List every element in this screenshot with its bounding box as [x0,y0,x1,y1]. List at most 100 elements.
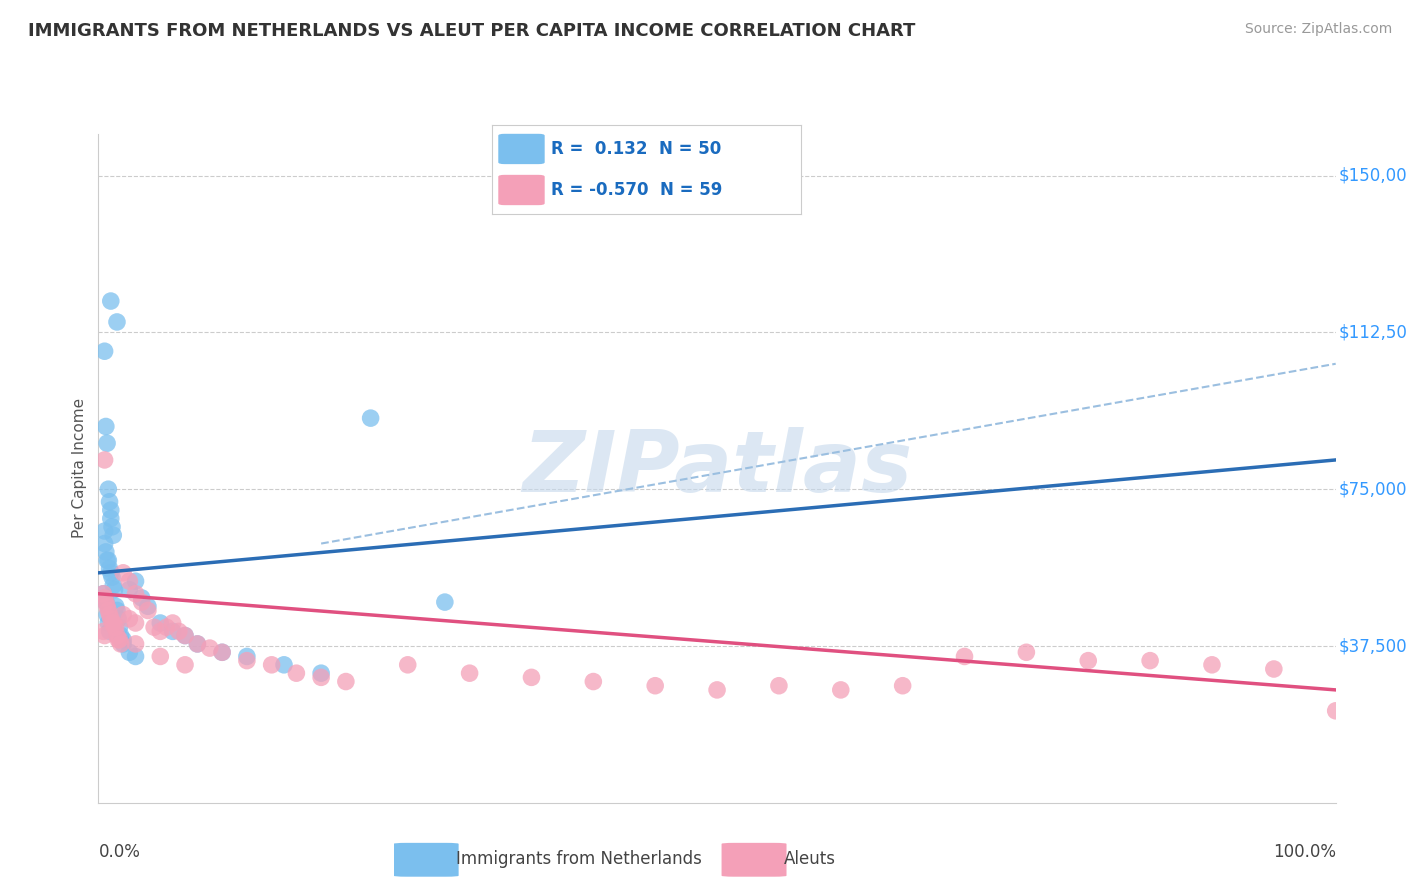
FancyBboxPatch shape [498,175,544,205]
Point [260,657,283,672]
Point [124,587,146,601]
Point [100,566,122,580]
Point [118,612,141,626]
Point [94,545,117,559]
Point [360,411,382,425]
Text: R =  0.132  N = 50: R = 0.132 N = 50 [551,140,721,158]
Point [96,553,118,567]
Point [706,682,728,697]
Point [97,603,120,617]
Point [155,620,177,634]
Text: $75,000: $75,000 [1339,480,1406,499]
Point [149,615,172,630]
Point [93,624,115,639]
Point [96,436,118,450]
Point [101,570,124,584]
Point [520,670,543,684]
Point [149,649,172,664]
Point [103,578,125,592]
Point [186,637,208,651]
Point [93,591,115,605]
Point [236,649,259,664]
Point [105,315,128,329]
FancyBboxPatch shape [394,843,458,877]
Point [97,553,120,567]
Point [110,628,132,642]
Point [433,595,456,609]
Point [100,511,122,525]
Text: Source: ZipAtlas.com: Source: ZipAtlas.com [1244,22,1392,37]
Text: R = -0.570  N = 59: R = -0.570 N = 59 [551,181,723,199]
Point [131,591,153,605]
Point [105,628,128,642]
Point [112,632,135,647]
FancyBboxPatch shape [721,843,786,877]
Point [98,562,121,576]
Point [101,520,124,534]
Point [112,637,135,651]
Point [211,645,233,659]
Point [1015,645,1038,659]
Point [1139,654,1161,668]
Point [110,637,132,651]
Point [93,628,115,642]
Point [93,536,115,550]
Point [891,679,914,693]
Point [100,294,122,309]
Point [174,657,197,672]
Point [582,674,605,689]
Point [108,632,131,647]
Point [103,615,125,630]
Point [104,599,127,614]
Point [174,628,197,642]
Point [104,620,127,634]
Point [103,620,125,634]
Point [174,628,197,642]
Point [162,624,184,639]
Point [118,645,141,659]
Point [108,620,131,634]
Point [830,682,852,697]
FancyBboxPatch shape [498,134,544,164]
Point [93,591,115,605]
Text: $37,500: $37,500 [1339,637,1406,655]
Text: $112,500: $112,500 [1339,324,1406,342]
Point [1201,657,1223,672]
Point [124,637,146,651]
Point [103,582,125,597]
Text: 100.0%: 100.0% [1272,843,1336,861]
Point [124,574,146,589]
Point [768,679,790,693]
Point [107,612,129,626]
Point [124,649,146,664]
Point [103,528,125,542]
Point [93,587,115,601]
Point [98,607,121,622]
Point [98,624,121,639]
Point [96,599,118,614]
Point [211,645,233,659]
Point [1263,662,1285,676]
Text: Immigrants from Netherlands: Immigrants from Netherlands [456,849,702,868]
Point [335,674,357,689]
Point [107,632,129,647]
Point [167,624,190,639]
Point [93,587,115,601]
Point [458,666,481,681]
Point [118,574,141,589]
Point [112,607,135,622]
Point [131,595,153,609]
Point [1324,704,1347,718]
Point [98,494,121,508]
Y-axis label: Per Capita Income: Per Capita Income [72,398,87,539]
Text: ZIPatlas: ZIPatlas [522,426,912,510]
Point [198,641,221,656]
Point [96,607,118,622]
Point [93,453,115,467]
Text: IMMIGRANTS FROM NETHERLANDS VS ALEUT PER CAPITA INCOME CORRELATION CHART: IMMIGRANTS FROM NETHERLANDS VS ALEUT PER… [28,22,915,40]
Point [162,615,184,630]
Text: $150,000: $150,000 [1339,167,1406,185]
Point [136,603,159,617]
Point [953,649,976,664]
Point [105,603,128,617]
